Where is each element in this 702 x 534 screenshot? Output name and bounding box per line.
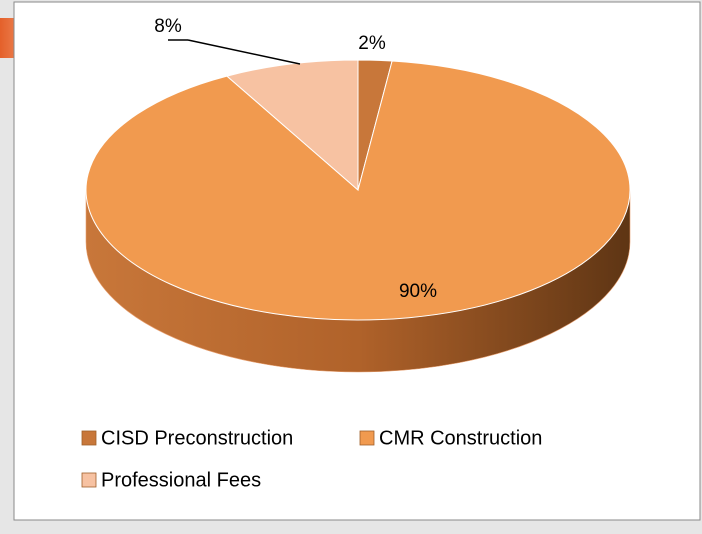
data-label: 90% <box>399 281 437 302</box>
legend-label: Professional Fees <box>101 469 261 491</box>
pie <box>85 59 631 373</box>
pie-slice <box>225 59 359 192</box>
legend-label: CMR Construction <box>379 427 542 449</box>
legend-swatch <box>81 430 97 446</box>
data-label: 8% <box>154 16 182 37</box>
data-label: 2% <box>358 33 386 54</box>
legend: CISD Preconstruction CMR Construction Prof… <box>81 427 542 491</box>
legend-swatch <box>359 430 375 446</box>
leader-line <box>187 39 301 65</box>
legend-label: CISD Preconstruction <box>101 427 293 449</box>
legend-swatch <box>81 472 97 488</box>
